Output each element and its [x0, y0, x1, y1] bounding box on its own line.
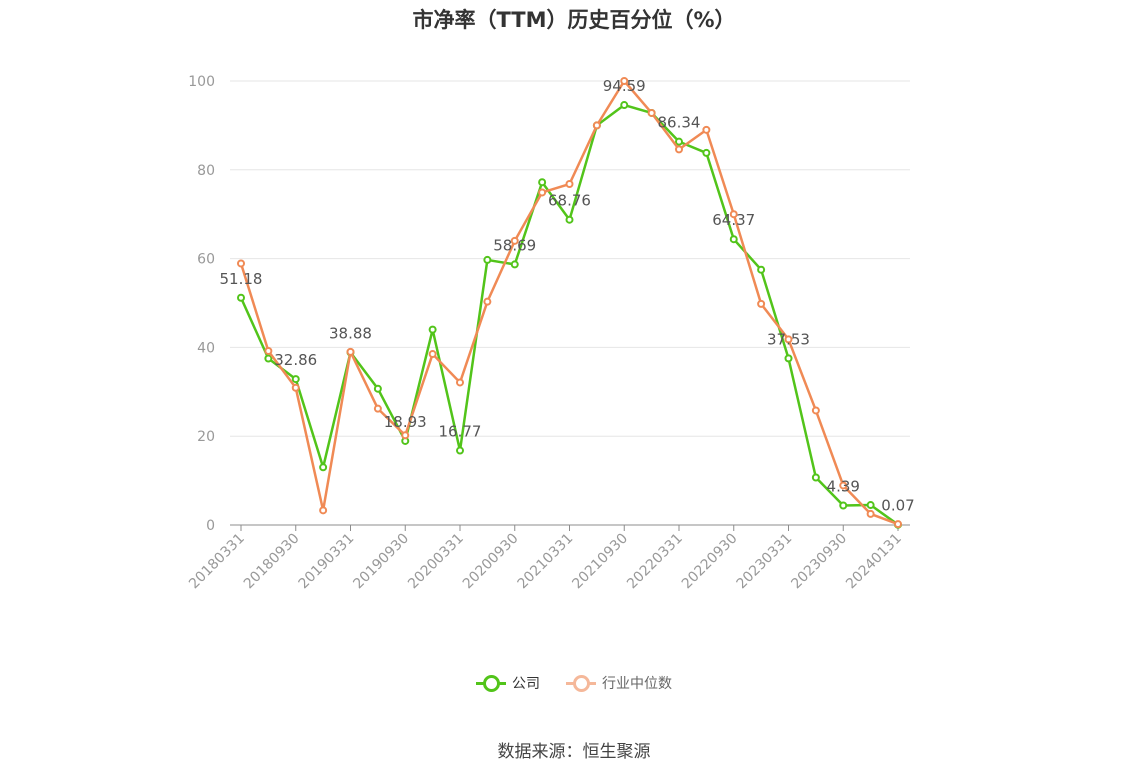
legend-industry-label: 行业中位数 [602, 676, 672, 692]
x-tick-label: 20200331 [405, 531, 467, 593]
series-0-point [757, 265, 766, 274]
data-label: 94.59 [603, 77, 646, 95]
data-label: 51.18 [220, 270, 263, 288]
x-tick-label: 20180331 [186, 531, 248, 593]
y-tick-label: 60 [197, 252, 215, 268]
series-0-point [839, 501, 848, 510]
chart-title: 市净率（TTM）历史百分位（%） [412, 8, 736, 32]
series-1-point [784, 335, 793, 344]
series-1-point [291, 383, 300, 392]
data-label: 64.37 [712, 211, 755, 229]
series-1-point [729, 210, 738, 219]
series-1-point [620, 77, 629, 85]
series-0-point [264, 354, 273, 363]
series-0-point [483, 255, 492, 264]
series-1-point [237, 259, 245, 268]
x-tick-label: 20190331 [296, 531, 358, 593]
series-0-point [702, 148, 711, 157]
line-chart: 0 20 40 60 80 100 2018033120180930201903312019… [186, 74, 915, 593]
series-1-point [456, 378, 464, 387]
data-label: 68.76 [548, 192, 591, 210]
series-0-point [620, 101, 629, 110]
x-tick-label: 20200930 [460, 531, 522, 593]
legend-industry-marker [566, 675, 596, 692]
data-label: 37.53 [767, 330, 810, 348]
y-tick-label: 0 [206, 518, 215, 534]
legend-company-label: 公司 [512, 676, 540, 692]
series-1-point [894, 520, 902, 529]
series-0-point [237, 293, 245, 302]
x-tick-label: 20240131 [843, 531, 905, 593]
series-1-point [647, 108, 656, 117]
series-0-point [565, 215, 574, 224]
series-1-point [702, 125, 711, 134]
series-1-point [675, 145, 683, 154]
legend-company-marker [476, 675, 506, 692]
series-0-point [319, 463, 328, 472]
series-0-point [675, 137, 683, 146]
series-1-point [565, 180, 574, 189]
series-1-point [346, 347, 355, 356]
x-tick-label: 20190930 [350, 531, 412, 593]
series-0-point [510, 260, 519, 269]
x-tick-label: 20180930 [241, 531, 303, 593]
series-1-point [538, 188, 547, 197]
legend-item-company[interactable]: 公司 [476, 673, 540, 693]
x-tick-label: 20210331 [515, 531, 577, 593]
series-0-point [291, 375, 300, 384]
y-tick-label: 100 [188, 74, 215, 90]
series-1-point [592, 121, 601, 130]
x-tick-label: 20220930 [679, 531, 741, 593]
series-1-point [510, 236, 519, 245]
data-label: 58.69 [493, 236, 536, 254]
data-label: 16.77 [439, 423, 482, 441]
series-line-0 [239, 103, 899, 526]
series-0-point [428, 325, 437, 334]
series-1-point [866, 509, 875, 518]
data-label: 86.34 [658, 114, 701, 132]
x-tick-label: 20230930 [788, 531, 850, 593]
series-1-point [757, 299, 766, 308]
series-line-1 [239, 79, 899, 526]
series-1-point [319, 506, 328, 515]
x-tick-label: 20220331 [624, 531, 686, 593]
series-0-point [729, 235, 738, 244]
series-0-point [866, 501, 875, 510]
data-source: 数据来源：恒生聚源 [497, 742, 651, 762]
y-tick-label: 80 [197, 163, 215, 179]
series-0-point [538, 178, 547, 187]
series-1-point [264, 346, 273, 355]
series-0-point [456, 446, 464, 455]
legend-item-industry[interactable]: 行业中位数 [566, 673, 672, 693]
series-0-point [373, 384, 382, 393]
series-1-point [483, 297, 492, 306]
series-1-point [811, 406, 820, 415]
data-label: 38.88 [329, 324, 372, 342]
series-1-point [839, 481, 848, 490]
y-tick-label: 40 [197, 340, 215, 356]
series-1-point [373, 404, 382, 413]
x-tick-label: 20230331 [734, 531, 796, 593]
data-label: 32.86 [274, 351, 317, 369]
series-1-point [401, 431, 410, 440]
data-label: 18.93 [384, 413, 427, 431]
data-label: 4.39 [827, 478, 860, 496]
series-0-point [784, 354, 793, 363]
series-1-point [428, 350, 437, 359]
legend: 公司 行业中位数 [0, 673, 1148, 693]
x-tick-label: 20210930 [569, 531, 631, 593]
data-label: 0.07 [881, 497, 914, 515]
y-tick-label: 20 [197, 429, 215, 445]
series-0-point [811, 473, 820, 482]
